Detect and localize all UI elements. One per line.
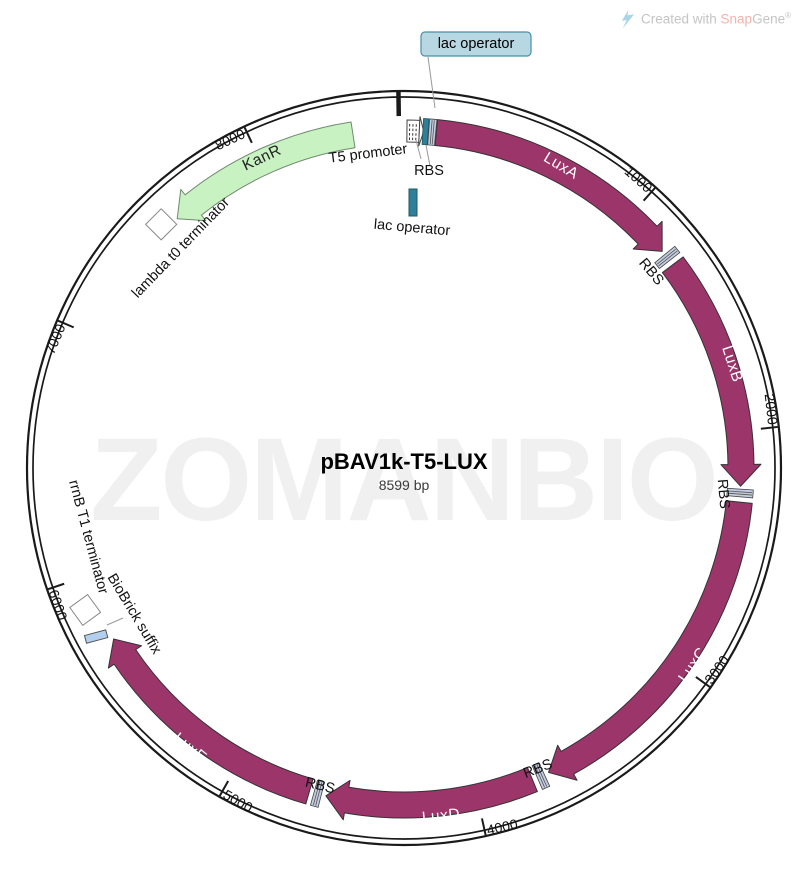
plasmid-name: pBAV1k-T5-LUX: [320, 449, 488, 474]
selected-label-box[interactable]: [420, 31, 532, 57]
rbs-stripe: [727, 492, 752, 496]
tick-label-6000: 6000: [46, 588, 71, 623]
rbs-stripe: [313, 781, 321, 806]
tick-3000: [695, 676, 711, 688]
tick-7000: [57, 319, 75, 329]
snapgene-logo-icon: [621, 9, 635, 29]
feature-biobrick-suffix-marker[interactable]: [83, 629, 109, 644]
feature-kanr-arrow[interactable]: [176, 121, 356, 222]
feature-rbs-site-2[interactable]: [654, 245, 681, 270]
rbs-stripe: [534, 765, 545, 788]
callout-line-0: [427, 56, 436, 109]
feature-luxc-arrow[interactable]: [548, 500, 753, 781]
rbs-stripe: [431, 120, 435, 145]
plasmid-backbone-ring-2: [32, 96, 776, 840]
callout-line-2: [425, 144, 431, 167]
lac-operator-swatch: [408, 188, 418, 217]
plasmid-title-block: pBAV1k-T5-LUX 8599 bp: [254, 449, 554, 493]
plasmid-size: 8599 bp: [378, 477, 430, 493]
tick-6000: [47, 582, 65, 591]
rbs-stripe: [728, 490, 753, 494]
label-rbs[interactable]: RBS: [414, 163, 444, 179]
feature-lambda-t0-terminator-marker[interactable]: [144, 208, 178, 241]
selected-label-text[interactable]: lac operator: [438, 36, 515, 52]
label-lac-operator[interactable]: lac operator: [373, 217, 451, 240]
rbs-stripe: [658, 250, 678, 267]
feature-rbs-site-1[interactable]: [427, 118, 438, 146]
rbs-stripe: [315, 782, 323, 806]
tick-label-7000: 7000: [42, 321, 69, 356]
tick-2000: [760, 425, 778, 430]
label-rbs[interactable]: RBS: [714, 478, 733, 509]
rbs-stripe: [656, 248, 677, 265]
tick-5000: [218, 780, 230, 797]
tick-label-8000: 8000: [212, 125, 247, 153]
promoter-hatch-2: [415, 122, 417, 141]
tick-4000: [480, 818, 487, 836]
callout-line-3: [106, 617, 124, 626]
promoter-arrowhead: [418, 116, 425, 147]
feature-luxd-arrow[interactable]: [325, 767, 538, 821]
credit-text: Created with SnapGene®: [640, 11, 791, 27]
feature-rbs-site-3[interactable]: [726, 487, 754, 499]
gene-label-luxd[interactable]: LuxD: [421, 806, 461, 827]
brand-accent: Snap: [720, 11, 753, 27]
feature-rbs-site-5[interactable]: [309, 779, 326, 808]
feature-t5-promoter-arrow[interactable]: [406, 119, 421, 143]
feature-luxa-arrow[interactable]: [434, 119, 663, 252]
feature-luxb-arrow[interactable]: [661, 256, 762, 487]
label-rbs[interactable]: RBS: [304, 775, 337, 798]
tick-1000: [642, 187, 656, 202]
watermark-text: ZOMANBIO: [90, 414, 718, 546]
rbs-stripe: [429, 120, 433, 145]
tick-label-2000: 2000: [762, 393, 781, 426]
callout-line-1: [415, 139, 422, 160]
feature-rrnb-t1-terminator-marker[interactable]: [69, 593, 102, 627]
feature-lac-operator-site[interactable]: [421, 118, 430, 146]
rbs-stripe: [536, 764, 548, 787]
tick-8000: [243, 127, 253, 144]
plasmid-backbone-ring-1: [25, 89, 783, 847]
feature-luxe-arrow[interactable]: [107, 638, 314, 805]
snapgene-credit: Created with SnapGene®: [620, 9, 791, 29]
tick-label-4000: 4000: [485, 816, 519, 838]
